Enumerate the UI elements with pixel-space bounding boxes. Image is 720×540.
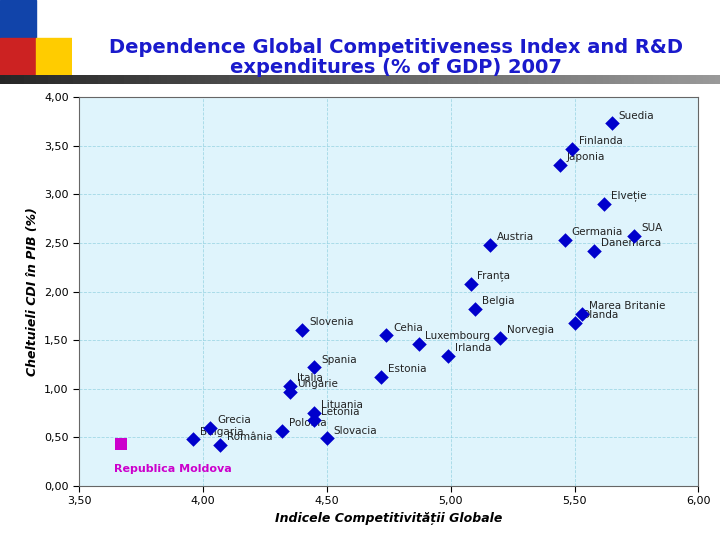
Point (309, 409, 320, 417)
Point (569, 319, 580, 327)
Text: Olanda: Olanda (582, 310, 618, 320)
Point (284, 382, 295, 390)
Text: Belgia: Belgia (482, 296, 515, 306)
Point (115, 440, 127, 449)
Text: expenditures (% of GDP) 2007: expenditures (% of GDP) 2007 (230, 58, 562, 77)
Text: Japonia: Japonia (567, 152, 605, 163)
Text: Danemarca: Danemarca (601, 238, 662, 248)
Y-axis label: Cheltuieli CDI în PIB (%): Cheltuieli CDI în PIB (%) (26, 207, 39, 376)
Text: SUA: SUA (641, 224, 662, 233)
Text: Letonia: Letonia (321, 407, 360, 417)
Point (309, 363, 320, 372)
Point (469, 305, 481, 313)
Text: Suedia: Suedia (618, 111, 654, 120)
Point (204, 423, 216, 432)
Text: Lituania: Lituania (321, 400, 364, 410)
Bar (0, 38, 36, 76)
Point (321, 434, 333, 443)
Point (485, 241, 496, 249)
Text: Norvegia: Norvegia (507, 326, 554, 335)
Text: Slovenia: Slovenia (309, 317, 354, 327)
Text: Polonia: Polonia (289, 418, 327, 428)
Text: Marea Britanie: Marea Britanie (589, 301, 665, 311)
Point (567, 144, 578, 153)
Text: Ungarie: Ungarie (297, 379, 338, 389)
Text: Austria: Austria (498, 232, 534, 242)
Point (381, 331, 392, 340)
Point (589, 246, 600, 255)
Text: Slovacia: Slovacia (334, 426, 377, 436)
Text: Luxembourg: Luxembourg (426, 332, 490, 341)
Text: Republica Moldova: Republica Moldova (114, 464, 232, 474)
Point (284, 387, 295, 396)
Point (495, 334, 506, 342)
Point (309, 416, 320, 424)
Point (465, 280, 477, 288)
Text: Cehia: Cehia (393, 322, 423, 333)
Point (443, 352, 454, 360)
Text: România: România (228, 433, 273, 442)
Point (606, 119, 618, 128)
X-axis label: Indicele Competitivității Globale: Indicele Competitivității Globale (275, 512, 503, 525)
Point (559, 236, 570, 245)
Point (629, 232, 640, 240)
Point (276, 426, 288, 435)
Point (187, 435, 199, 444)
Text: Estonia: Estonia (388, 364, 427, 374)
Text: Germania: Germania (572, 227, 623, 237)
Point (554, 161, 565, 170)
Point (297, 325, 308, 334)
Point (413, 340, 424, 348)
Text: Grecia: Grecia (217, 415, 251, 425)
Bar (36, 38, 72, 76)
Bar (0, 0, 36, 38)
Text: Elveție: Elveție (611, 191, 647, 201)
Text: Italia: Italia (297, 373, 323, 383)
Text: Franța: Franța (477, 270, 510, 281)
Point (598, 200, 610, 208)
Text: Dependence Global Competitiveness Index and R&D: Dependence Global Competitiveness Index … (109, 38, 683, 57)
Point (215, 441, 226, 449)
Text: Finlanda: Finlanda (579, 136, 623, 146)
Point (376, 373, 387, 381)
Point (576, 309, 588, 318)
Text: Irlanda: Irlanda (455, 343, 492, 353)
Text: Bulgaria: Bulgaria (200, 427, 243, 436)
Text: Spania: Spania (321, 355, 357, 365)
